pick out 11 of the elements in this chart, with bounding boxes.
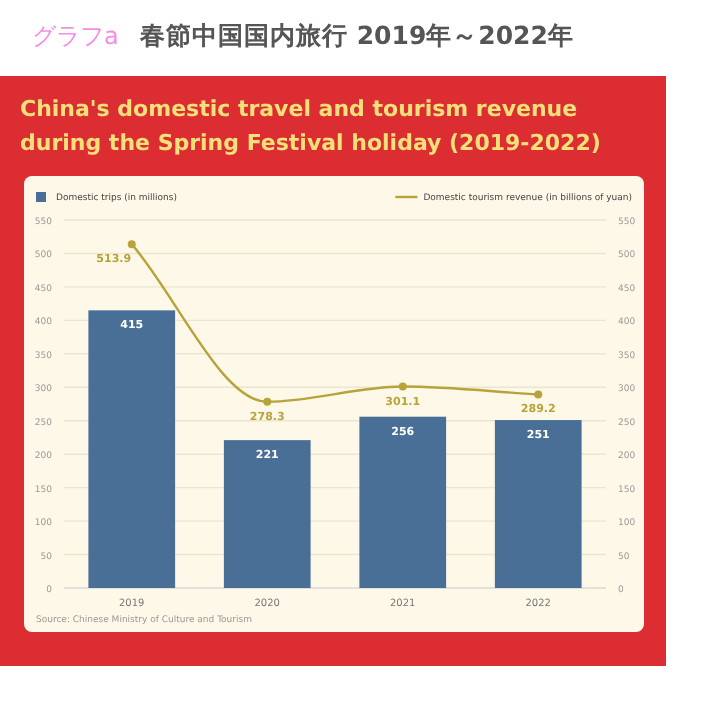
point [127,240,136,249]
bar [88,310,176,588]
chart-subtitle: China's domestic travel and tourism revenue during the Spring Festival holiday (2019-2022) [20,96,601,156]
point [398,382,407,391]
bar [494,420,582,588]
point [534,390,543,399]
chart-title: 春節中国国内旅行 2019年～2022年 [138,20,574,50]
text: グラフa [32,22,119,50]
point [263,397,272,406]
bar [359,416,447,588]
bar [223,440,311,588]
